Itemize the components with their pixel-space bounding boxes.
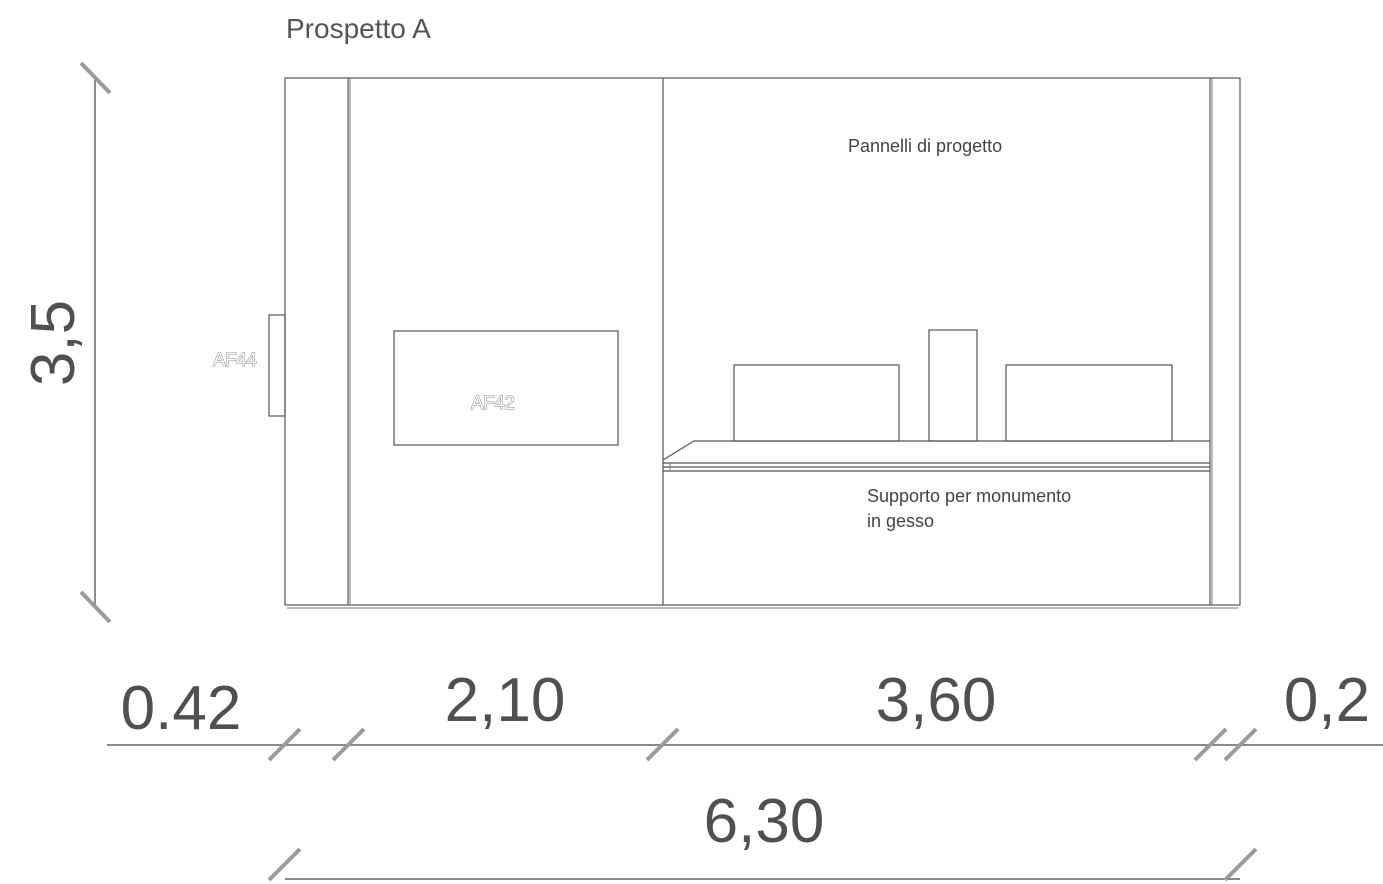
- segment-tick-4: [1193, 727, 1228, 762]
- height-dimension-value: 3,5: [19, 300, 88, 386]
- total-tick-left: [267, 847, 302, 882]
- support-label-line2: in gesso: [867, 511, 934, 531]
- height-tick-top: [79, 61, 112, 95]
- af42-frame: [393, 330, 619, 446]
- wall-elevation: [284, 77, 1241, 609]
- drawing-title: Prospetto A: [286, 13, 431, 44]
- total-tick-right: [1223, 847, 1258, 882]
- plinth-object-center: [928, 329, 978, 442]
- plinth-top: [662, 440, 1210, 461]
- height-tick-bottom: [79, 590, 112, 624]
- segment-2-value: 3,60: [876, 666, 997, 735]
- segment-1-value: 2,10: [445, 666, 566, 735]
- segment-tick-2: [331, 727, 366, 762]
- plinth-object-right: [1005, 364, 1173, 442]
- height-dimension: 3,5: [19, 61, 112, 624]
- segment-tick-3: [645, 727, 680, 762]
- plinth-object-left: [733, 364, 900, 442]
- segment-tick-5: [1223, 727, 1258, 762]
- total-dimension-value: 6,30: [704, 787, 825, 856]
- total-dimension: 6,30: [267, 787, 1258, 882]
- plinth-support: [662, 440, 1210, 472]
- af44-element: [268, 314, 286, 417]
- af44-label: AF44: [213, 350, 257, 371]
- segment-right-value: 0,2: [1284, 666, 1370, 735]
- segment-dimensions: 0.42 2,10 3,60 0,2: [107, 666, 1383, 762]
- panels-label: Pannelli di progetto: [848, 136, 1002, 156]
- wall-outline: [284, 77, 1241, 606]
- segment-left-value: 0.42: [121, 674, 242, 743]
- af42-label: AF42: [471, 393, 514, 414]
- segment-tick-1: [267, 727, 302, 762]
- support-label-line1: Supporto per monumento: [867, 486, 1071, 506]
